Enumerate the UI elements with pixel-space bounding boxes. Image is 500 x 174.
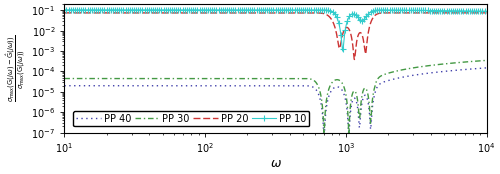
PP 10 <box>62 9 68 11</box>
PP 10 <box>314 9 320 11</box>
PP 10 <box>340 50 346 52</box>
Line: PP 10: PP 10 <box>62 7 490 54</box>
PP 30 <box>484 59 490 61</box>
PP 30 <box>408 67 414 69</box>
Line: PP 40: PP 40 <box>64 68 486 139</box>
PP 30 <box>376 76 382 78</box>
PP 10 <box>376 9 382 11</box>
PP 20 <box>408 12 414 14</box>
PP 20 <box>484 12 490 14</box>
PP 40 <box>484 67 490 69</box>
PP 20 <box>314 12 320 14</box>
Legend: PP 40, PP 30, PP 20, PP 10: PP 40, PP 30, PP 20, PP 10 <box>74 111 310 126</box>
PP 20 <box>376 12 382 14</box>
PP 20 <box>138 12 144 14</box>
PP 30 <box>336 79 342 81</box>
PP 30 <box>62 77 68 80</box>
PP 20 <box>336 46 342 49</box>
Line: PP 20: PP 20 <box>64 13 486 60</box>
PP 40 <box>346 138 352 140</box>
PP 10 <box>408 9 414 11</box>
PP 30 <box>314 84 320 86</box>
Line: PP 30: PP 30 <box>64 60 486 135</box>
PP 10 <box>484 10 490 12</box>
PP 10 <box>336 23 342 25</box>
PP 30 <box>222 77 228 80</box>
PP 30 <box>346 134 352 136</box>
PP 40 <box>62 85 68 87</box>
PP 40 <box>138 85 144 87</box>
PP 40 <box>222 85 228 87</box>
PP 30 <box>138 77 144 80</box>
PP 10 <box>222 9 228 11</box>
PP 40 <box>314 91 320 93</box>
X-axis label: $\omega$: $\omega$ <box>270 157 281 170</box>
PP 40 <box>376 83 382 85</box>
PP 40 <box>408 74 414 77</box>
PP 20 <box>352 58 358 61</box>
Y-axis label: $\frac{\sigma_{\max}(\mathrm{G}(j\omega)-\hat{\mathrm{G}}(j\omega))}{\sigma_{\ma: $\frac{\sigma_{\max}(\mathrm{G}(j\omega)… <box>4 35 28 102</box>
PP 20 <box>62 12 68 14</box>
PP 10 <box>138 9 144 11</box>
PP 20 <box>222 12 228 14</box>
PP 40 <box>336 86 342 88</box>
